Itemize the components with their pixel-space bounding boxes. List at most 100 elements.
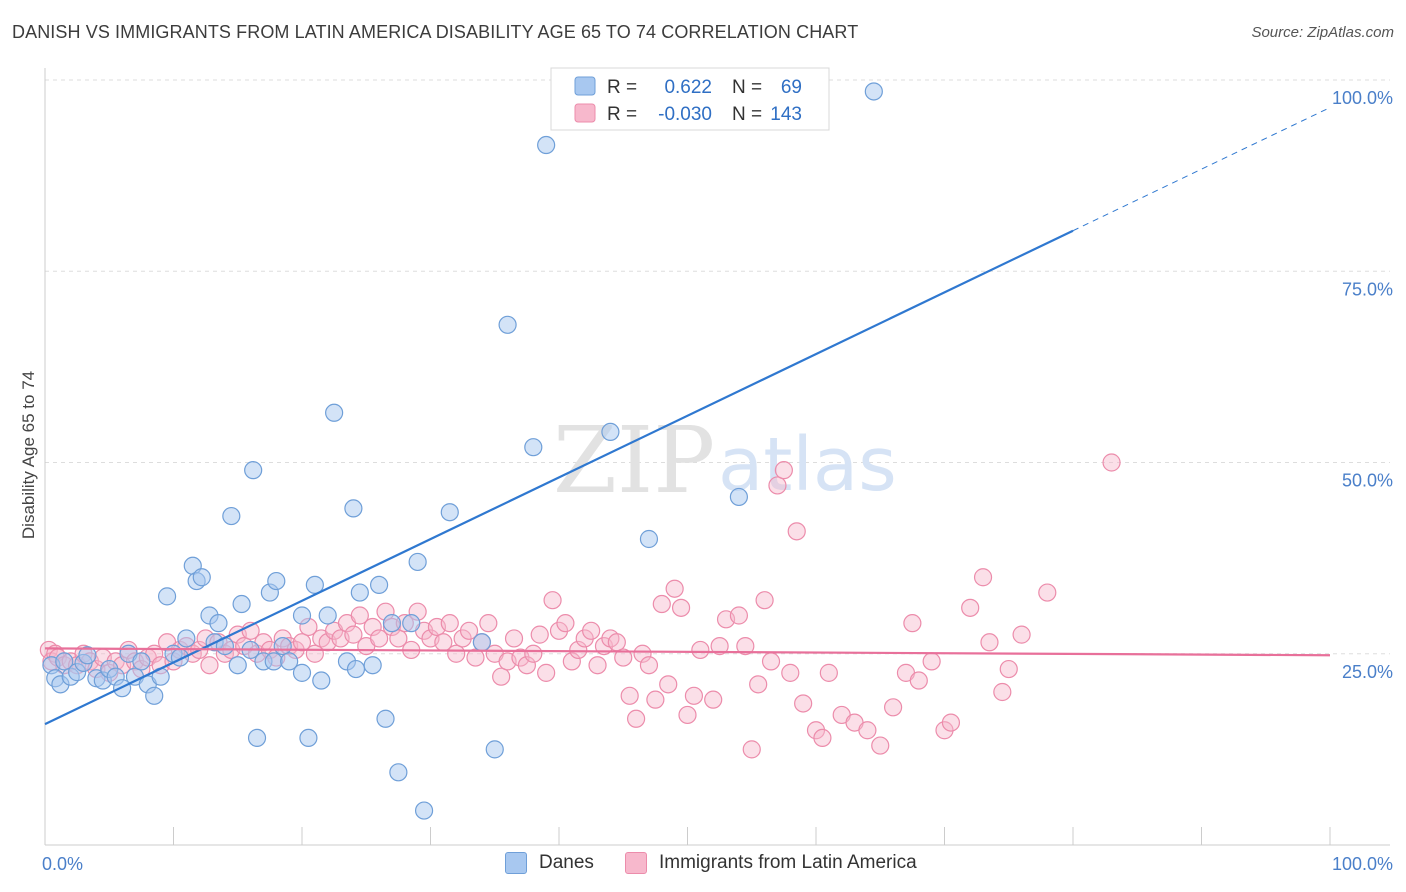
- immigrants-point-82: [556, 614, 575, 633]
- bottom-legend: Danes Immigrants from Latin America: [0, 852, 1406, 878]
- immigrants-point-115: [781, 663, 800, 682]
- immigrants-point-97: [652, 594, 671, 614]
- y-tick-label-2: 75.0%: [1342, 279, 1393, 299]
- chart-source: Source: ZipAtlas.com: [1251, 24, 1394, 41]
- immigrants-point-134: [980, 633, 999, 652]
- immigrants-point-116: [787, 522, 806, 541]
- watermark: ZIP atlas: [553, 407, 897, 514]
- danes-point-43: [292, 606, 312, 625]
- danes-point-48: [325, 403, 344, 422]
- danes-point-65: [524, 438, 543, 457]
- danes-point-22: [177, 629, 196, 648]
- immigrants-point-133: [973, 568, 993, 587]
- danes-point-64: [498, 315, 517, 334]
- x-tick-label-0: 0.0%: [42, 854, 83, 874]
- immigrants-point-110: [749, 675, 768, 694]
- bottom-legend-label-danes: Danes: [539, 852, 594, 873]
- immigrants-point-113: [768, 476, 787, 495]
- immigrants-point-100: [671, 598, 691, 617]
- immigrants-point-52: [363, 617, 382, 637]
- immigrants-point-120: [819, 663, 838, 682]
- immigrants-point-129: [922, 652, 941, 671]
- immigrants-point-137: [1012, 625, 1031, 644]
- danes-point-63: [485, 740, 504, 759]
- immigrants-point-124: [871, 736, 890, 755]
- immigrants-point-49: [344, 625, 363, 644]
- danes-point-60: [414, 801, 434, 820]
- danes-point-35: [247, 728, 267, 748]
- legend-r-label-danes: R =: [607, 77, 637, 98]
- immigrants-point-125: [883, 698, 903, 717]
- immigrants-point-105: [710, 636, 729, 656]
- danes-point-70: [729, 487, 749, 507]
- danes-point-17: [145, 686, 164, 705]
- legend-swatch-immigrants: [574, 103, 596, 123]
- legend-r-value-immigrants: -0.030: [658, 104, 712, 125]
- immigrants-point-86: [582, 621, 601, 640]
- immigrants-point-123: [858, 721, 877, 740]
- danes-point-55: [376, 709, 395, 728]
- danes-point-30: [222, 506, 241, 526]
- trend-lines: [44, 107, 1331, 726]
- immigrants-point-119: [813, 728, 832, 748]
- immigrants-point-27: [200, 656, 219, 675]
- immigrants-point-104: [704, 690, 723, 709]
- legend-swatch-danes: [574, 76, 596, 96]
- immigrants-point-70: [479, 614, 498, 633]
- danes-point-32: [232, 594, 251, 614]
- y-tick-label-0: 25.0%: [1342, 662, 1393, 682]
- immigrants-point-102: [684, 686, 704, 705]
- immigrants-point-127: [903, 614, 922, 633]
- tick-labels: 25.0% 50.0% 75.0% 100.0% 0.0% 100.0%: [42, 88, 1393, 874]
- immigrants-point-80: [543, 591, 562, 610]
- danes-point-47: [318, 606, 337, 625]
- y-tick-label-3: 100.0%: [1332, 88, 1393, 108]
- danes-point-57: [389, 763, 408, 782]
- immigrants-trend-line: [44, 647, 1331, 657]
- immigrants-point-111: [755, 591, 774, 610]
- danes-point-50: [344, 499, 363, 518]
- immigrants-point-77: [524, 644, 543, 663]
- danes-point-34: [244, 461, 263, 480]
- danes-point-52: [350, 583, 369, 602]
- immigrants-point-78: [530, 625, 549, 644]
- danes-point-46: [312, 671, 331, 690]
- danes-point-28: [209, 614, 228, 633]
- immigrants-point-101: [678, 705, 697, 725]
- immigrants-point-53: [370, 629, 389, 648]
- immigrants-point-76: [517, 656, 536, 675]
- immigrants-point-128: [909, 671, 928, 690]
- immigrants-point-135: [993, 682, 1012, 702]
- immigrants-point-117: [794, 694, 813, 713]
- y-tick-label-1: 50.0%: [1342, 471, 1393, 491]
- immigrants-point-99: [665, 579, 684, 598]
- bottom-legend-immigrants: Immigrants from Latin America: [625, 852, 917, 874]
- grid-lines: [45, 79, 1390, 655]
- immigrants-point-132: [961, 598, 980, 617]
- immigrants-point-108: [736, 636, 755, 656]
- danes-point-15: [132, 652, 151, 671]
- danes-point-66: [537, 135, 556, 155]
- legend-n-label-immigrants: N =: [732, 104, 762, 125]
- legend-r-value-danes: 0.622: [664, 77, 712, 98]
- immigrants-point-91: [614, 648, 633, 667]
- immigrants-point-65: [447, 644, 466, 663]
- danes-point-61: [440, 503, 459, 522]
- immigrants-point-131: [941, 713, 961, 732]
- danes-point-71: [864, 82, 883, 101]
- immigrants-point-107: [729, 606, 749, 625]
- danes-point-44: [299, 728, 318, 748]
- immigrants-point-84: [569, 640, 588, 660]
- immigrants-point-74: [504, 629, 524, 648]
- immigrants-point-93: [626, 709, 646, 728]
- immigrants-point-95: [639, 656, 659, 675]
- legend-n-value-danes: 69: [781, 77, 802, 98]
- legend-n-value-immigrants: 143: [770, 104, 802, 125]
- danes-point-40: [273, 636, 292, 656]
- danes-point-67: [601, 422, 620, 441]
- danes-point-38: [264, 652, 283, 671]
- bottom-legend-swatch-danes: [505, 852, 527, 874]
- axes: [44, 68, 1390, 846]
- top-legend: R = 0.622 N = 69 R = -0.030 N = 143: [550, 67, 830, 131]
